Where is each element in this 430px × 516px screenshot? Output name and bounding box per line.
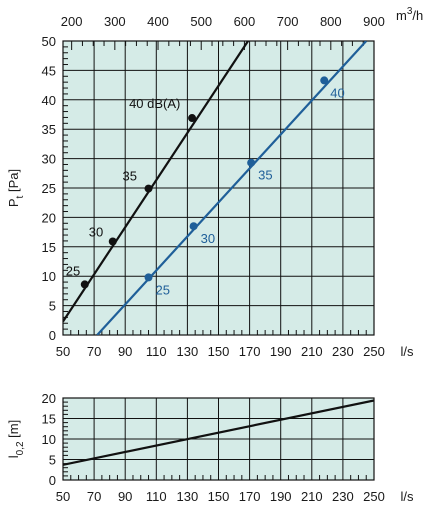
x-tick-label: 190 <box>270 344 292 359</box>
series-0: 25 30 35 40 dB(A) <box>63 41 249 323</box>
x-tick-label: 130 <box>177 489 199 504</box>
y-tick-label: 15 <box>42 412 56 427</box>
x-tick-label: 190 <box>270 489 292 504</box>
y-axis-label: Pt [Pa] <box>6 169 26 207</box>
x2-unit-label: m3/h <box>396 6 423 23</box>
y-tick-label: 50 <box>42 34 56 49</box>
x2-tick-label: 200 <box>61 14 83 29</box>
x-tick-label: 230 <box>332 344 354 359</box>
y-tick-label: 35 <box>42 122 56 137</box>
x2-tick-label: 500 <box>190 14 212 29</box>
x-tick-label: 110 <box>146 489 167 504</box>
data-label: 25 <box>156 282 170 297</box>
data-label: 30 <box>201 231 215 246</box>
x-tick-label: 170 <box>239 344 261 359</box>
y-tick-label: 5 <box>49 453 56 468</box>
x-tick-label: 50 <box>56 489 70 504</box>
x-tick-label: 90 <box>118 344 132 359</box>
y-tick-label: 45 <box>42 63 56 78</box>
y-tick-label: 10 <box>42 432 56 447</box>
y-tick-label: 25 <box>42 181 56 196</box>
data-label: 25 <box>66 263 80 278</box>
data-point <box>189 222 198 231</box>
data-label: 30 <box>89 225 103 240</box>
x2-tick-label: 300 <box>104 14 126 29</box>
y-tick-label: 30 <box>42 152 56 167</box>
y-tick-label: 20 <box>42 210 56 225</box>
x2-tick-label: 900 <box>363 14 385 29</box>
x-tick-label: 110 <box>146 344 167 359</box>
y-axis-label: l0,2 [m] <box>6 420 26 458</box>
plot-frame <box>62 40 375 336</box>
data-label: 35 <box>258 168 272 183</box>
chart-1: 50 70 90 110 130 150 170 190 210 230 250 l/s 0 5 10 15 2… <box>6 391 414 504</box>
data-label: 40 dB(A) <box>129 96 180 111</box>
x-tick-label: 210 <box>301 344 323 359</box>
x-tick-label: 150 <box>208 489 230 504</box>
x-tick-label: 70 <box>87 489 101 504</box>
data-point <box>320 76 329 85</box>
y-tick-label: 0 <box>49 328 56 343</box>
data-point <box>188 114 197 123</box>
x2-tick-label: 400 <box>147 14 169 29</box>
series-line <box>96 41 368 335</box>
data-point <box>108 237 117 246</box>
x-tick-label: 130 <box>177 344 199 359</box>
series-1: 25 30 35 40 <box>96 41 368 335</box>
x2-tick-label: 600 <box>234 14 256 29</box>
x-tick-label: 50 <box>56 344 70 359</box>
data-label: 40 <box>330 85 344 100</box>
y-tick-label: 10 <box>42 269 56 284</box>
series-line <box>63 41 249 323</box>
x-tick-label: 90 <box>118 489 132 504</box>
x2-tick-label: 700 <box>277 14 299 29</box>
x-unit-label: l/s <box>401 344 415 359</box>
plot-frame <box>62 397 375 481</box>
data-point <box>247 158 256 167</box>
y-tick-label: 0 <box>49 473 56 488</box>
data-point <box>144 273 153 282</box>
x-tick-label: 70 <box>87 344 101 359</box>
y-tick-label: 40 <box>42 93 56 108</box>
x2-tick-label: 800 <box>320 14 342 29</box>
x-tick-label: 170 <box>239 489 261 504</box>
x-unit-label: l/s <box>401 489 415 504</box>
x-tick-label: 250 <box>363 489 385 504</box>
x-tick-label: 250 <box>363 344 385 359</box>
x-tick-label: 210 <box>301 489 323 504</box>
data-label: 35 <box>123 169 137 184</box>
data-point <box>80 280 89 289</box>
chart-0: 200 300 400 500 600 700 800 900 m3/h50 70 90 110 130… <box>6 6 423 359</box>
x-tick-label: 230 <box>332 489 354 504</box>
data-point <box>144 184 153 193</box>
x-tick-label: 150 <box>208 344 230 359</box>
y-tick-label: 15 <box>42 240 56 255</box>
y-tick-label: 5 <box>49 299 56 314</box>
series-0 <box>63 399 374 466</box>
series-line <box>63 399 374 466</box>
y-tick-label: 20 <box>42 391 56 406</box>
